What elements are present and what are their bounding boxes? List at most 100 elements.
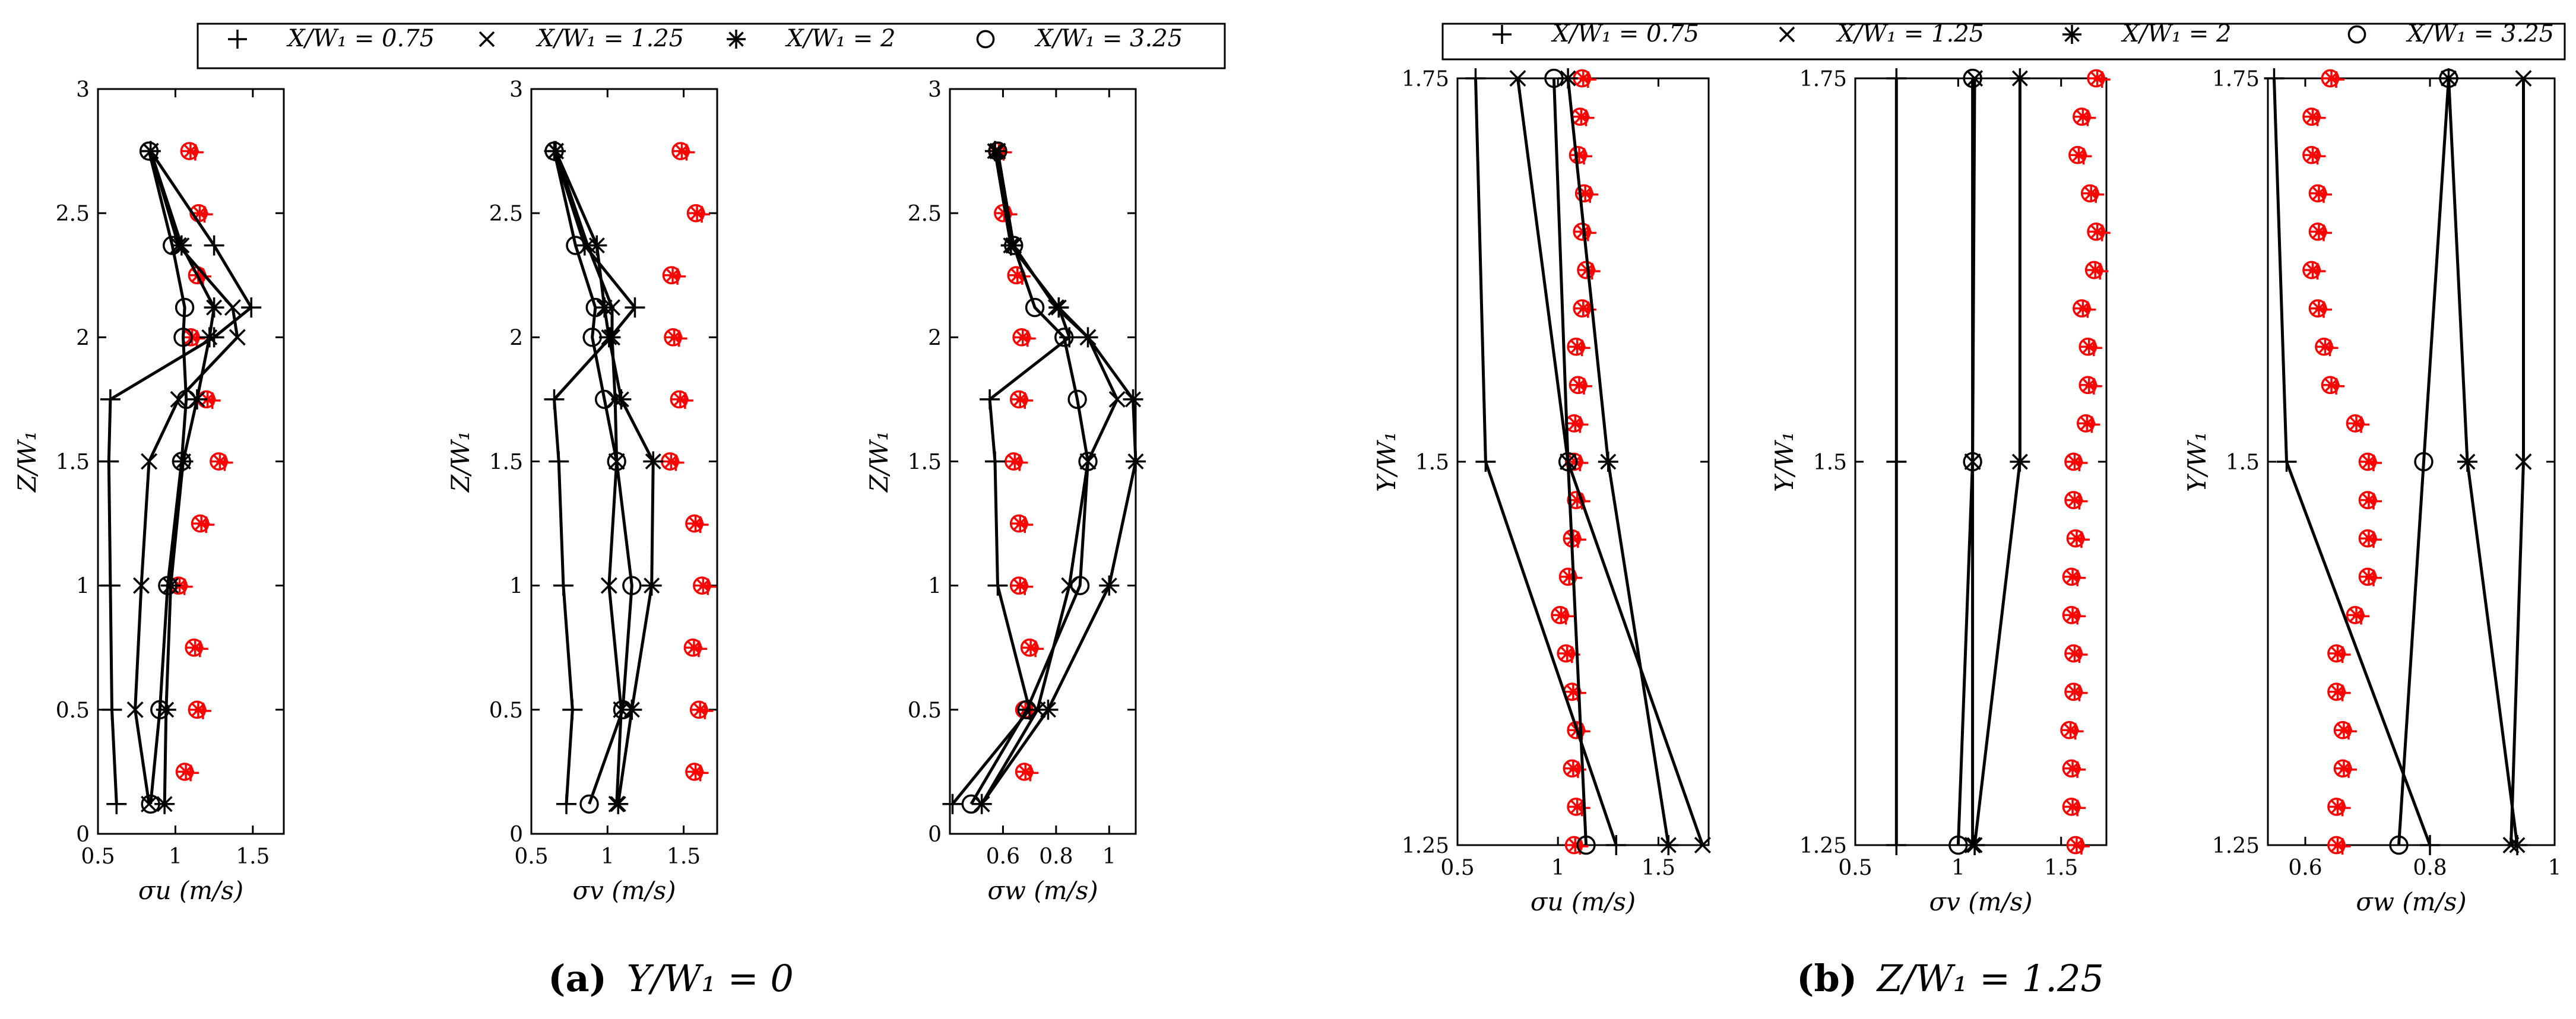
series-marker-star-b: [974, 796, 990, 812]
series-star: [971, 141, 1146, 814]
simulation-series: [2060, 69, 2111, 855]
series-star: [140, 141, 224, 814]
series-marker-circle: [175, 297, 195, 318]
series-marker-star-b: [201, 329, 218, 345]
series-marker-x-b: [1509, 70, 1526, 87]
y-axis-label: Y/W₁: [2182, 431, 2211, 492]
x-tick-label: 0.8: [2413, 856, 2447, 880]
series-circle: [961, 141, 1098, 814]
legend-entry: X/W₁ = 0.75: [1493, 20, 1699, 47]
simulation-point: [685, 763, 709, 782]
x-axis-label: σu (m/s): [1531, 887, 1636, 916]
series-marker-x-b: [126, 701, 144, 718]
caption-a-text: Y/W₁ = 0: [627, 957, 794, 1000]
x-tick-label: 0.5: [514, 845, 548, 869]
y-tick-label: 1.5: [1415, 450, 1449, 475]
simulation-point: [662, 266, 686, 285]
simulation-point: [1563, 529, 1586, 548]
y-tick-label: 0: [928, 823, 942, 847]
series-marker-circle: [622, 576, 642, 595]
legend-entry: X/W₁ = 3.25: [2347, 20, 2554, 47]
series-marker-circle: [172, 452, 192, 471]
simulation-point: [2066, 529, 2090, 548]
series-plus: [2264, 68, 2440, 855]
y-tick-label: 1.5: [908, 450, 942, 475]
series-marker-circle: [2439, 68, 2458, 88]
x-tick-label: 0.6: [986, 845, 1020, 869]
x-tick-label: 0.5: [1440, 856, 1474, 880]
y-tick-label: 1.75: [1799, 67, 1847, 91]
simulation-point: [175, 763, 199, 782]
legend-entry: X/W₁ = 1.25: [479, 25, 684, 52]
simulation-point: [2346, 606, 2369, 625]
simulation-point: [191, 514, 215, 534]
simulation-point: [1015, 763, 1039, 782]
simulation-point: [1567, 798, 1590, 817]
y-axis-label: Y/W₁: [1770, 431, 1799, 492]
simulation-point: [1551, 606, 1574, 625]
series-marker-circle: [566, 236, 585, 255]
simulation-point: [2084, 261, 2109, 280]
series-marker-circle: [1558, 452, 1578, 472]
series-marker-star-b: [644, 577, 660, 594]
series-marker-star-b: [1101, 577, 1117, 594]
series-line: [1552, 78, 1588, 846]
series-line: [554, 150, 655, 805]
y-axis-label: Z/W₁: [12, 431, 42, 493]
simulation-point: [1009, 514, 1034, 534]
series-circle: [544, 141, 642, 814]
series-circle: [2389, 68, 2458, 855]
legend-entry: X/W₁ = 2: [727, 25, 896, 52]
simulation-point: [2321, 69, 2344, 88]
series-line: [2397, 78, 2450, 846]
series-star: [546, 141, 664, 814]
simulation-point: [2064, 452, 2088, 471]
series-marker-circle: [544, 141, 564, 161]
series-marker-circle: [163, 236, 182, 255]
simulation-point: [2308, 184, 2332, 203]
simulation-point: [2062, 759, 2086, 778]
simulation-series: [661, 142, 717, 782]
series-marker-circle: [158, 576, 178, 595]
simulation-point: [1564, 414, 1589, 433]
series-marker-star-b: [1080, 329, 1096, 345]
legend-label: X/W₁ = 3.25: [1034, 25, 1183, 52]
series-marker-circle: [2389, 835, 2409, 855]
simulation-point: [185, 638, 208, 658]
caption-a-label: (a): [548, 957, 607, 1000]
y-tick-label: 2: [509, 326, 523, 350]
simulation-point: [670, 390, 693, 409]
y-tick-label: 1: [509, 574, 523, 599]
series-marker-star-b: [158, 701, 175, 718]
x-tick-label: 1: [1551, 856, 1565, 880]
series-line: [553, 151, 633, 805]
series-marker-circle: [1963, 68, 1982, 88]
simulation-point: [2327, 682, 2351, 701]
y-tick-label: 3: [509, 78, 523, 102]
simulation-series: [988, 142, 1044, 782]
simulation-point: [2327, 836, 2351, 855]
simulation-point: [1573, 69, 1596, 88]
simulation-point: [2062, 798, 2086, 817]
series-marker-x-b: [1061, 577, 1078, 594]
series-plus: [1886, 68, 1907, 855]
simulation-point: [2064, 491, 2088, 510]
simulation-point: [2302, 107, 2326, 126]
series-marker-x-b: [2515, 70, 2532, 87]
series-marker-circle: [1576, 835, 1596, 855]
simulation-point: [2327, 798, 2351, 817]
simulation-point: [2064, 682, 2088, 701]
simulation-point: [2068, 145, 2092, 165]
simulation-point: [1569, 376, 1593, 395]
simulation-point: [2087, 223, 2111, 242]
series-marker-x-b: [2515, 453, 2532, 470]
simulation-point: [683, 638, 707, 658]
y-tick-label: 1.25: [2212, 834, 2260, 858]
legend-marker-circle: [2347, 25, 2366, 44]
y-tick-label: 2: [928, 326, 942, 350]
simulation-point: [2308, 223, 2332, 242]
simulation-point: [1569, 145, 1593, 165]
simulation-point: [2333, 720, 2357, 740]
y-tick-label: 2.5: [489, 202, 523, 226]
